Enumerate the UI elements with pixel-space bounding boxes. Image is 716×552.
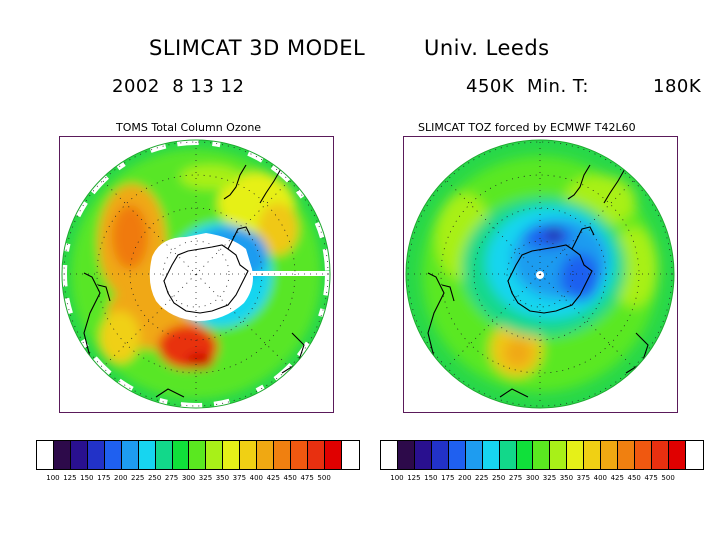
colorbar-right-swatch — [567, 441, 585, 469]
colorbar-left-swatch — [291, 441, 308, 469]
colorbar-left-tick-label: 475 — [300, 474, 314, 482]
colorbar-left-tick-label: 225 — [130, 474, 145, 482]
colorbar-left-swatch — [341, 441, 359, 469]
colorbar-left-swatch — [138, 441, 156, 469]
colorbar-left-swatch — [189, 441, 207, 469]
colorbar-right-swatch — [414, 441, 432, 469]
colorbar-right-swatch — [431, 441, 449, 469]
colorbar-right-tick-label: 425 — [610, 474, 624, 482]
colorbar-left-tick-label: 175 — [97, 474, 111, 482]
colorbar-left-tick-label: 100 — [46, 474, 60, 482]
colorbar-right-swatch — [533, 441, 551, 469]
colorbar-right-swatch — [618, 441, 636, 469]
colorbar-right-tick-label: 375 — [576, 474, 591, 482]
colorbar-right-tick-label: 275 — [508, 474, 523, 482]
colorbar-right-swatch — [448, 441, 466, 469]
colorbar-right-swatch — [482, 441, 500, 469]
colorbar-left-tick-label: 300 — [181, 474, 196, 482]
colorbar-left-swatch — [172, 441, 190, 469]
colorbar-left-tick-label: 150 — [80, 474, 94, 482]
colorbar-right-swatch — [685, 441, 703, 469]
colorbar-right-swatch — [550, 441, 568, 469]
colorbar-right-tick-label: 450 — [627, 474, 641, 482]
min-temp-label: Min. T: — [527, 76, 589, 97]
colorbar-left-swatch — [53, 441, 71, 469]
colorbar-left-swatch — [324, 441, 342, 469]
colorbar-left-swatch — [206, 441, 224, 469]
colorbar-left-tick-label: 275 — [164, 474, 179, 482]
title-institution: Univ. Leeds — [424, 36, 550, 60]
level-label: 450K — [466, 76, 515, 97]
colorbar-right-swatch — [584, 441, 602, 469]
colorbar-left-tick-label: 425 — [266, 474, 280, 482]
colorbar-left-swatch — [37, 441, 54, 469]
colorbar-right-tick-label: 100 — [390, 474, 404, 482]
date-label: 2002 8 13 12 — [112, 76, 245, 97]
colorbar-right-swatch — [601, 441, 619, 469]
colorbar-left-tick-label: 500 — [317, 474, 331, 482]
colorbar-left-swatch — [257, 441, 275, 469]
colorbar-right-swatch — [397, 441, 415, 469]
colorbar-right-swatch — [381, 441, 398, 469]
colorbar-right-tick-label: 300 — [525, 474, 540, 482]
panel-left-title: TOMS Total Column Ozone — [116, 121, 262, 134]
colorbar-right-tick-label: 400 — [593, 474, 607, 482]
colorbar-right — [380, 440, 704, 470]
colorbar-right-swatch — [668, 441, 686, 469]
colorbar-left-tick-label: 375 — [232, 474, 247, 482]
colorbar-left-swatch — [274, 441, 292, 469]
toms-ozone-map — [59, 136, 334, 413]
colorbar-left-tick-label: 350 — [215, 474, 230, 482]
colorbar-left-swatch — [155, 441, 173, 469]
colorbar-left-tick-label: 400 — [249, 474, 263, 482]
colorbar-right-tick-label: 150 — [424, 474, 438, 482]
colorbar-left-swatch — [104, 441, 122, 469]
colorbar-right-tick-label: 225 — [474, 474, 489, 482]
colorbar-left-tick-label: 200 — [114, 474, 128, 482]
colorbar-left-swatch — [240, 441, 258, 469]
colorbar-right-swatch — [516, 441, 534, 469]
colorbar-left-swatch — [308, 441, 325, 469]
min-temp-value: 180K — [653, 76, 702, 97]
colorbar-right-tick-label: 325 — [542, 474, 557, 482]
colorbar-left-tick-label: 450 — [283, 474, 297, 482]
colorbar-right-tick-label: 500 — [661, 474, 675, 482]
colorbar-right-swatch — [635, 441, 652, 469]
colorbar-right-swatch — [652, 441, 669, 469]
colorbar-left-swatch — [223, 441, 241, 469]
colorbar-left — [36, 440, 360, 470]
colorbar-right-swatch — [499, 441, 517, 469]
colorbar-right-tick-label: 350 — [559, 474, 574, 482]
colorbar-right-tick-label: 475 — [644, 474, 658, 482]
colorbar-left-swatch — [70, 441, 88, 469]
colorbar-left-tick-label: 125 — [63, 474, 77, 482]
colorbar-right-swatch — [465, 441, 483, 469]
colorbar-right-tick-label: 175 — [441, 474, 455, 482]
panel-right-title: SLIMCAT TOZ forced by ECMWF T42L60 — [418, 121, 636, 134]
colorbar-right-tick-label: 250 — [491, 474, 506, 482]
colorbar-right-ticks: 100 125 150 175 200 225 250 275 300 325 350 375 400 4… — [380, 474, 702, 484]
colorbar-right-tick-label: 200 — [458, 474, 472, 482]
colorbar-left-tick-label: 325 — [198, 474, 213, 482]
colorbar-left-tick-label: 250 — [147, 474, 162, 482]
colorbar-left-ticks: 100 125 150 175 200 225 250 275 300 325 350 375 400 4… — [36, 474, 358, 484]
slimcat-ozone-map — [403, 136, 678, 413]
colorbar-left-swatch — [87, 441, 105, 469]
title-model: SLIMCAT 3D MODEL — [149, 36, 366, 60]
colorbar-left-swatch — [121, 441, 139, 469]
colorbar-right-tick-label: 125 — [407, 474, 421, 482]
